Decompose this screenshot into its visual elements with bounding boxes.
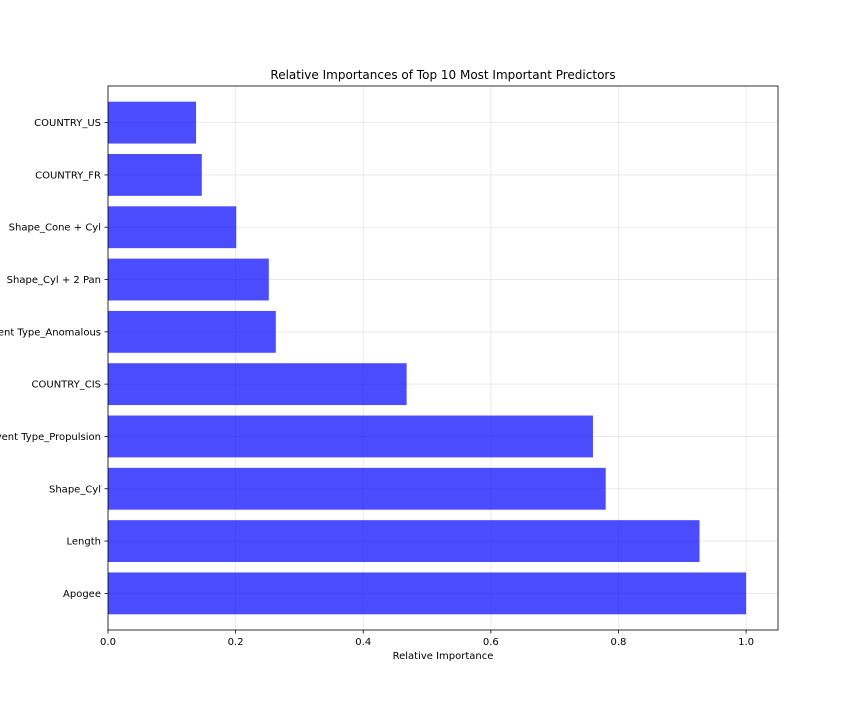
y-tick-label: Shape_Cyl (49, 484, 101, 495)
y-tick-label: Shape_Cyl + 2 Pan (7, 275, 101, 286)
y-tick-label: COUNTRY_FR (35, 170, 101, 181)
y-tick-label: Apogee (63, 589, 101, 600)
x-tick-label: 0.2 (228, 637, 244, 648)
bar-country-fr (108, 154, 202, 196)
bar-event-type-anomalous (108, 310, 276, 353)
x-tick-label: 1.0 (738, 637, 754, 648)
bar-event-type-propulsion (108, 415, 593, 458)
axes-frame (107, 85, 779, 631)
chart-title: Relative Importances of Top 10 Most Impo… (270, 68, 615, 82)
y-tick-label: Shape_Cone + Cyl (9, 223, 101, 234)
y-axis-ticks: Apogee Length Shape_Cyl Event Type_Propulsi… (0, 118, 108, 600)
y-tick-label: COUNTRY_US (34, 118, 101, 129)
x-axis-ticks: 0.0 0.2 0.4 0.6 0.8 1.0 (100, 630, 754, 648)
bar-shape-cone-cyl (108, 206, 237, 249)
bar-apogee (108, 572, 747, 615)
y-tick-label: Event Type_Propulsion (0, 432, 101, 443)
bar-length (108, 520, 700, 562)
x-tick-label: 0.4 (355, 637, 371, 648)
x-tick-label: 0.8 (611, 637, 627, 648)
x-tick-label: 0.0 (100, 637, 116, 648)
y-tick-label: Event Type_Anomalous (0, 327, 101, 338)
x-axis-label: Relative Importance (393, 651, 494, 662)
bar-country-cis (108, 363, 407, 406)
y-tick-label: COUNTRY_CIS (32, 380, 101, 391)
bar-country-us (108, 101, 197, 144)
bar-shape-cyl-2-pan (108, 258, 269, 301)
bar-shape-cyl (108, 467, 606, 510)
x-tick-label: 0.6 (483, 637, 499, 648)
bars (108, 101, 747, 615)
y-tick-label: Length (67, 537, 102, 548)
